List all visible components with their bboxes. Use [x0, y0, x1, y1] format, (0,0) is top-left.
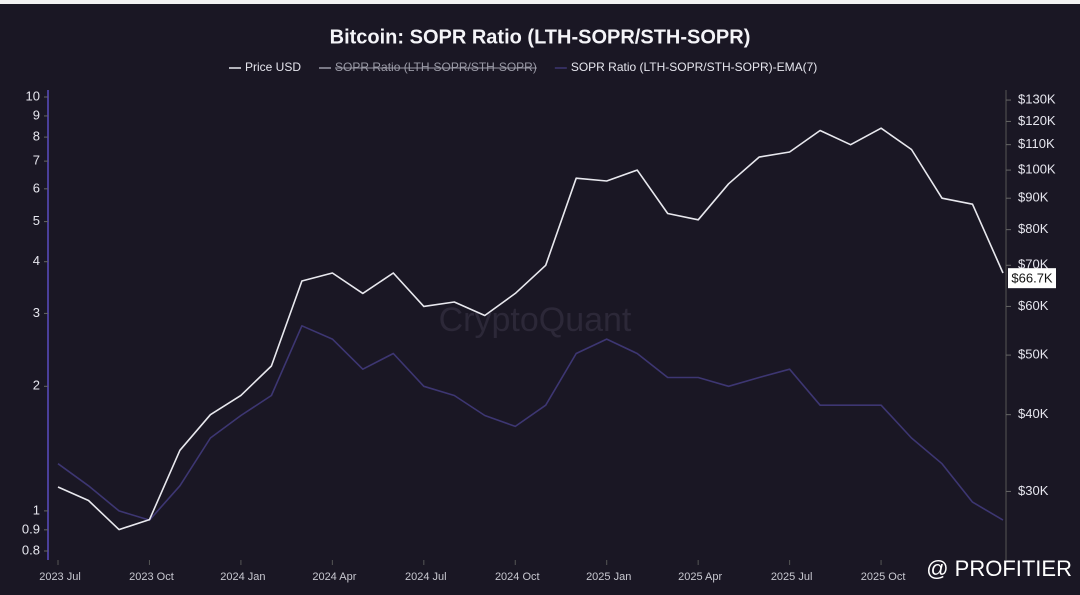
watermark: CryptoQuant [439, 301, 632, 339]
series-line [57, 325, 1004, 521]
y-tick-label: 5 [33, 213, 40, 228]
y-tick-label: 6 [33, 180, 40, 195]
x-tick-label: 2023 Jul [39, 571, 81, 583]
legend-label: SOPR Ratio (LTH-SOPR/STH-SOPR)-EMA(7) [571, 60, 817, 74]
y-tick-label: 0.9 [22, 521, 40, 536]
y-tick-label: 3 [33, 305, 40, 320]
last-price-box [1008, 268, 1056, 289]
legend-label: SOPR Ratio (LTH-SOPR/STH-SOPR) [335, 60, 537, 74]
y2-tick-label: $60K [1018, 298, 1049, 313]
x-tick-label: 2025 Jan [586, 571, 631, 583]
y-tick-label: 0.8 [22, 542, 40, 557]
x-tick-label: 2025 Jul [771, 571, 813, 583]
y-tick-label: 9 [33, 107, 40, 122]
y2-tick-label: $70K [1018, 257, 1049, 272]
y-tick-label: 10 [26, 88, 40, 103]
y-tick-label: 1 [33, 502, 40, 517]
y2-tick-label: $90K [1018, 190, 1049, 205]
top-strip [0, 0, 1080, 4]
y2-tick-label: $30K [1018, 483, 1049, 498]
last-price-label: $66.7K [1011, 271, 1053, 286]
y-tick-label: 8 [33, 129, 40, 144]
x-tick-label: 2024 Apr [312, 571, 356, 583]
y-tick-label: 2 [33, 378, 40, 393]
y-tick-label: 4 [33, 253, 40, 268]
y2-tick-label: $50K [1018, 347, 1049, 362]
y2-tick-label: $100K [1018, 162, 1056, 177]
x-tick-label: 2023 Oct [129, 571, 174, 583]
legend: Price USD SOPR Ratio (LTH-SOPR/STH-SOPR) S… [229, 60, 817, 74]
y2-tick-label: $120K [1018, 113, 1056, 128]
x-tick-label: 2025 Apr [678, 571, 722, 583]
x-tick-label: 2024 Jul [405, 571, 447, 583]
credit: @ PROFITIER [926, 556, 1072, 581]
series-line [57, 127, 1004, 531]
x-tick-label: 2024 Oct [495, 571, 540, 583]
y2-tick-label: $80K [1018, 221, 1049, 236]
chart-title: Bitcoin: SOPR Ratio (LTH-SOPR/STH-SOPR) [330, 26, 751, 48]
x-tick-label: 2024 Jan [220, 571, 265, 583]
y2-tick-label: $110K [1018, 136, 1055, 151]
y2-tick-label: $40K [1018, 406, 1049, 421]
y2-tick-label: $130K [1018, 91, 1056, 106]
x-tick-label: 2025 Oct [861, 571, 906, 583]
y-tick-label: 7 [33, 153, 40, 168]
legend-label: Price USD [245, 60, 301, 74]
